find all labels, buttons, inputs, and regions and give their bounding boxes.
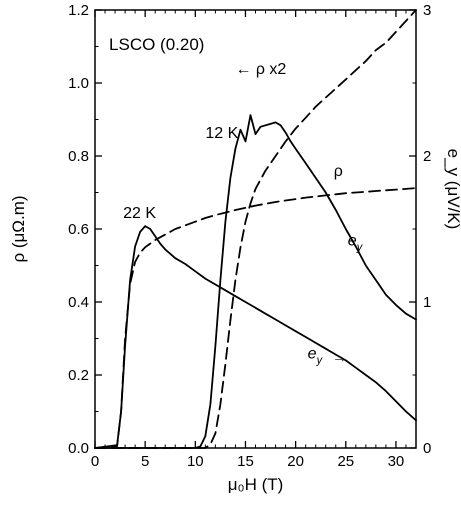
- y-right-tick-label: 0: [423, 440, 431, 457]
- ticks-group: 0 5 10 15 20 25 30 0.0 0.2 0.4 0.6 0.8 1.0 1.2 0 1 2 3: [68, 2, 431, 470]
- y-left-tick-label: 0.2: [68, 367, 89, 384]
- annotation-4: 22 K: [123, 205, 156, 222]
- series-line-3: [94, 187, 417, 449]
- annotation-7: ey: [308, 346, 324, 367]
- y-right-axis-label: e_y (μV/K): [444, 149, 461, 230]
- annotations-group: LSCO (0.20) ← ρ x2 12 K 22 K ρ ey ey →: [109, 35, 364, 366]
- series-line-1: [94, 225, 417, 449]
- axis-labels-group: μ₀H (T) ρ (μΩ.m) e_y (μV/K): [9, 149, 461, 494]
- y-left-tick-label: 1.2: [68, 2, 89, 19]
- x-tick-label: 0: [91, 453, 99, 470]
- y-left-tick-label: 0.8: [68, 148, 89, 165]
- annotation-2: ← ρ x2: [235, 61, 286, 78]
- y-left-tick-label: 0.0: [68, 440, 89, 457]
- x-tick-label: 5: [141, 453, 149, 470]
- y-left-tick-label: 1.0: [68, 75, 89, 92]
- x-tick-label: 10: [187, 453, 204, 470]
- y-left-tick-label: 0.4: [68, 294, 89, 311]
- annotation-5: ρ: [334, 163, 343, 180]
- annotation-8: →: [332, 349, 348, 366]
- x-tick-label: 25: [337, 453, 354, 470]
- y-left-axis-label: ρ (μΩ.m): [9, 195, 28, 262]
- y-right-tick-label: 2: [423, 148, 431, 165]
- annotation-6: ey: [348, 232, 364, 253]
- x-tick-label: 15: [237, 453, 254, 470]
- series-line-4: [94, 9, 417, 449]
- annotation-3: 12 K: [205, 125, 238, 142]
- x-tick-label: 20: [287, 453, 304, 470]
- x-axis-label: μ₀H (T): [228, 475, 284, 494]
- y-right-tick-label: 1: [423, 294, 431, 311]
- y-right-tick-label: 3: [423, 2, 431, 19]
- series-line-2: [94, 114, 417, 449]
- series-group: [94, 9, 417, 449]
- annotation-1: LSCO (0.20): [109, 35, 204, 54]
- x-tick-label: 30: [388, 453, 405, 470]
- y-left-tick-label: 0.6: [68, 221, 89, 238]
